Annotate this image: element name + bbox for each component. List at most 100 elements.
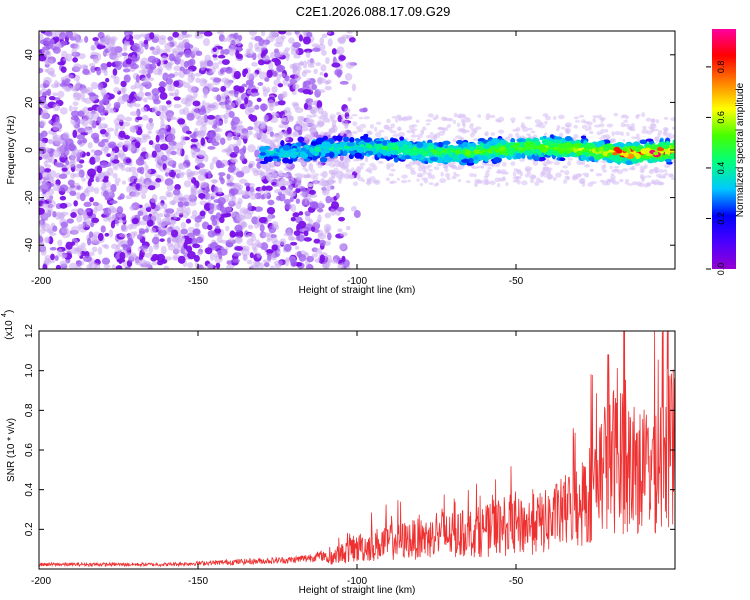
spectrogram-halo-cell [505,181,509,187]
spectrogram-halo-cell [622,138,626,142]
spectrogram-noise-cell [196,251,203,256]
spectrogram-halo-cell [312,175,319,181]
spectrogram-noise-cell [138,230,146,235]
spectrogram-noise-cell [207,137,217,144]
spectrogram-noise-cell [153,57,160,63]
spectrogram-halo-cell [446,124,452,128]
spectrogram-noise-cell [231,116,241,125]
spectrogram-halo-cell [552,176,557,181]
spectrogram-noise-cell [278,193,286,202]
spectrogram-halo-cell [416,178,420,182]
spectrogram-noise-cell [308,100,318,106]
spectrogram-noise-cell [270,254,277,261]
spectrogram-halo-cell [631,136,637,139]
spectrogram-noise-cell [257,82,264,87]
spectrogram-noise-cell [318,200,323,209]
spectrogram-noise-cell [173,195,182,204]
spectrogram-noise-cell [290,258,297,268]
spectrogram-noise-cell [295,187,301,194]
spectrogram-noise-cell [61,252,68,258]
spectrogram-noise-cell [137,137,142,142]
spectrogram-noise-cell [292,65,297,74]
spectrogram-noise-cell [39,39,49,45]
spectrogram-halo-cell [573,124,578,129]
spectrogram-noise-cell [338,216,345,222]
spectrogram-noise-cell [139,206,148,213]
spectrogram-halo-cell [656,173,664,178]
spectrogram-noise-cell [108,229,114,238]
spectrogram-noise-cell [234,246,244,251]
spectrogram-halo-cell [401,174,408,179]
spectrogram-noise-cell [262,232,270,238]
spectrogram-halo-cell [595,173,603,177]
spectrogram-noise-cell [101,244,108,248]
spectrogram-noise-cell [82,68,90,75]
spectrogram-noise-cell [160,245,167,255]
spectrogram-halo-cell [352,121,358,127]
spectrogram-noise-cell [218,216,225,224]
spectrogram-noise-cell [221,93,226,100]
spectrogram-halo-cell [432,116,438,121]
spectrogram-noise-cell [353,210,361,219]
spectrogram-noise-cell [244,97,249,105]
spectrogram-halo-cell [338,179,342,184]
spectrogram-halo-cell [438,130,445,136]
spectrogram-noise-cell [87,107,94,112]
spectrogram-noise-cell [271,58,280,63]
spectrogram-noise-cell [229,188,235,194]
spectrogram-halo-cell [671,134,675,139]
spectrogram-noise-cell [213,77,222,83]
spectrogram-halo-cell [484,131,489,137]
spectrogram-noise-cell [209,203,215,210]
spectrogram-halo-cell [564,122,572,128]
spectrogram-noise-cell [161,55,168,62]
spectrogram-noise-cell [345,225,351,231]
spectrogram-halo-cell [385,177,390,182]
spectrogram-signal-cell [424,160,429,165]
spectrogram-noise-cell [264,185,273,192]
spectrogram-noise-cell [226,260,233,265]
spectrogram-noise-cell [199,181,209,189]
spectrogram-signal-cell [287,159,294,164]
spectrogram-noise-cell [215,262,221,269]
spectrogram-noise-cell [83,201,92,207]
spectrogram-noise-cell [268,61,274,71]
spectrogram-noise-cell [285,53,290,61]
spectrogram-noise-cell [151,106,158,114]
spectrogram-noise-cell [335,192,340,199]
spectrogram-halo-cell [650,127,655,133]
spectrogram-noise-cell [212,47,217,53]
spectrogram-halo-cell [610,175,616,180]
spectrogram-halo-cell [563,179,568,184]
spectrogram-noise-cell [115,218,120,227]
spectrogram-noise-cell [294,73,301,82]
spectrogram-noise-cell [145,122,154,131]
spectrogram-noise-cell [117,196,123,201]
spectrogram-noise-cell [324,85,332,91]
spectrogram-noise-cell [138,90,145,99]
spectrogram-noise-cell [103,216,109,222]
spectrogram-halo-cell [592,115,600,118]
spectrogram-halo-cell [286,180,293,185]
spectrogram-noise-cell [82,114,90,122]
spectrogram-noise-cell [220,67,229,73]
spectrogram-noise-cell [266,206,276,215]
spectrogram-noise-cell [278,124,285,129]
spectrogram-noise-cell [292,212,300,218]
spectrogram-noise-cell [242,209,250,214]
spectrogram-halo-cell [587,182,594,187]
spectrogram-halo-cell [609,138,616,142]
spectrogram-halo-cell [611,131,615,137]
spectrogram-noise-cell [60,40,68,46]
spectrogram-noise-cell [156,253,166,263]
spectrogram-signal-cell [580,135,587,139]
spectrogram-noise-cell [165,100,172,105]
spectrogram-halo-cell [296,120,302,124]
spectrogram-noise-cell [40,247,47,256]
spectrogram-noise-cell [324,212,332,219]
spectrogram-noise-cell [341,255,346,263]
spectrogram-halo-cell [359,165,364,170]
spectrogram-noise-cell [313,68,318,74]
spectrogram-halo-cell [341,117,345,123]
spectrogram-noise-cell [290,48,299,56]
